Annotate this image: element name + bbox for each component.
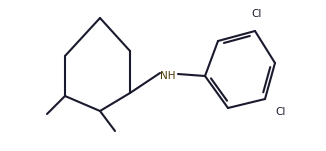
Text: NH: NH	[160, 71, 176, 81]
Text: Cl: Cl	[252, 9, 262, 19]
Text: Cl: Cl	[276, 107, 286, 117]
